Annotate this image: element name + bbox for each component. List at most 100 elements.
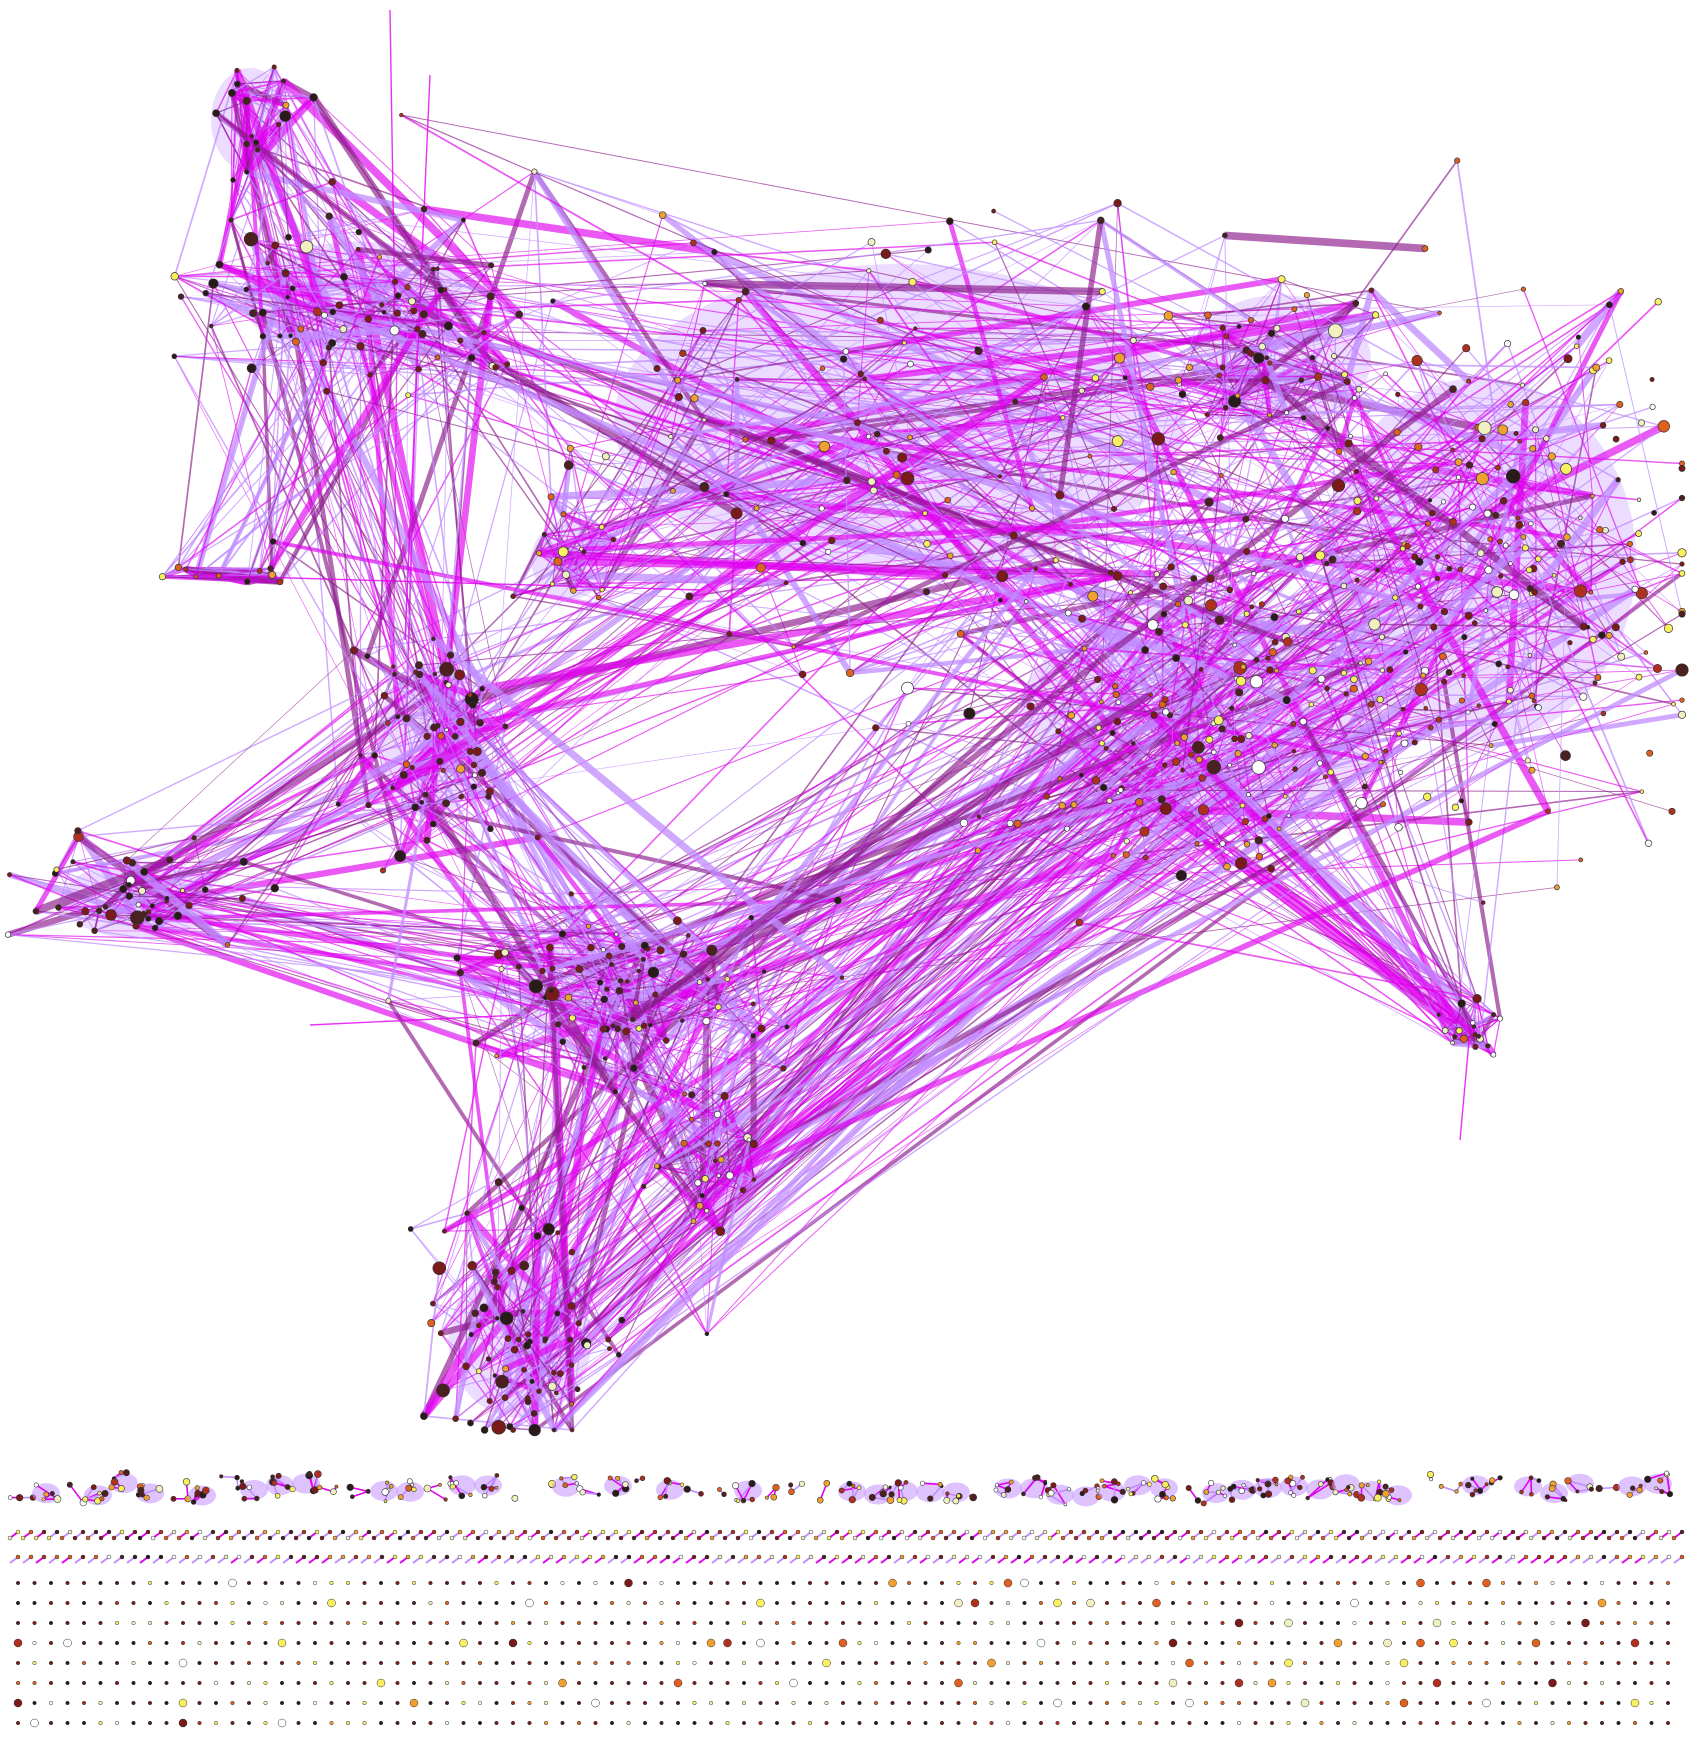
node: [1352, 299, 1360, 307]
node: [1678, 570, 1686, 577]
node: [1266, 813, 1272, 819]
node: [1100, 783, 1108, 792]
component-node: [748, 1479, 756, 1488]
node: [1174, 740, 1181, 747]
isolated-node: [114, 1600, 120, 1606]
node: [614, 932, 619, 937]
node: [1159, 582, 1168, 591]
component-node: [622, 1481, 629, 1488]
node: [390, 785, 396, 791]
node: [1103, 745, 1109, 751]
component-node: [995, 1535, 1001, 1541]
component-node: [443, 1497, 448, 1502]
node: [7, 872, 12, 878]
node: [605, 952, 613, 960]
component-node: [1510, 1554, 1516, 1560]
node: [271, 241, 280, 250]
component-node: [366, 1529, 372, 1535]
component-edge: [1307, 1482, 1332, 1499]
edge: [1531, 477, 1622, 595]
component-node: [1294, 1535, 1300, 1541]
component-node: [1528, 1475, 1534, 1481]
node: [1506, 698, 1512, 705]
isolated-node: [939, 1600, 945, 1606]
node: [1328, 323, 1343, 339]
component-node: [494, 1486, 499, 1490]
edge: [373, 281, 396, 756]
isolated-node: [659, 1600, 664, 1606]
component-node: [873, 1554, 879, 1560]
node: [1563, 533, 1571, 541]
node: [415, 670, 424, 679]
node: [193, 574, 199, 579]
node: [1458, 697, 1465, 704]
node: [356, 342, 365, 351]
component-node: [1341, 1529, 1347, 1535]
isolated-node: [48, 1600, 54, 1606]
component-hull: [916, 1482, 944, 1503]
isolated-node: [692, 1580, 697, 1586]
node: [553, 1390, 559, 1396]
component-node: [886, 1554, 892, 1560]
node: [1271, 742, 1278, 749]
node: [411, 803, 420, 812]
node: [1267, 864, 1275, 873]
edge: [262, 335, 461, 342]
node: [901, 681, 914, 695]
component-node: [353, 1554, 359, 1560]
node: [607, 1346, 612, 1352]
node: [510, 1427, 516, 1433]
node: [202, 289, 209, 297]
component-node: [137, 1486, 145, 1494]
node: [1218, 472, 1224, 478]
component-node: [612, 1489, 620, 1497]
edge: [495, 366, 946, 576]
node: [454, 669, 465, 681]
isolated-node: [378, 1580, 384, 1586]
edge: [611, 691, 1153, 1029]
node: [569, 1427, 575, 1433]
edge: [401, 114, 1515, 596]
node: [869, 486, 878, 495]
component-node: [1003, 1529, 1009, 1535]
node: [1445, 669, 1453, 676]
component-node: [1288, 1490, 1293, 1495]
node: [244, 169, 250, 175]
component-node: [184, 1554, 190, 1560]
node: [839, 355, 848, 363]
edge: [300, 328, 456, 737]
edge: [717, 1136, 748, 1145]
isolated-node: [857, 1600, 862, 1606]
edge: [382, 721, 461, 871]
component-node: [385, 1480, 390, 1485]
component-node: [1367, 1529, 1373, 1535]
component-node: [1549, 1554, 1555, 1560]
component-node: [80, 1529, 86, 1535]
node: [880, 248, 891, 260]
node: [1605, 632, 1613, 639]
component-node: [548, 1554, 554, 1560]
node: [564, 993, 573, 1002]
component-node: [330, 1488, 337, 1495]
node: [525, 1331, 532, 1338]
node: [1216, 372, 1223, 379]
node: [701, 1175, 709, 1183]
node: [1029, 505, 1036, 512]
node: [1328, 555, 1337, 564]
edge: [230, 70, 238, 221]
component-node: [306, 1535, 312, 1541]
component-node: [1640, 1554, 1646, 1560]
edge: [868, 270, 1033, 509]
node: [865, 433, 872, 440]
node: [1251, 760, 1266, 775]
component-node: [990, 1529, 996, 1535]
component-node: [917, 1535, 923, 1541]
component-node: [1043, 1481, 1048, 1486]
node: [1331, 353, 1338, 360]
node: [1040, 373, 1048, 381]
node: [243, 232, 259, 247]
edge: [1196, 468, 1567, 844]
node: [1398, 769, 1404, 775]
edge: [907, 357, 1120, 689]
node: [1590, 493, 1595, 499]
